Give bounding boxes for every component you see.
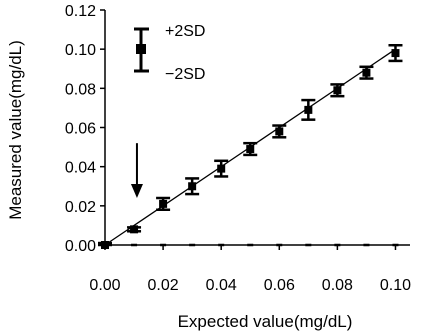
legend-marker	[136, 44, 146, 54]
y-tick-label: 0.02	[65, 199, 96, 216]
data-point	[275, 127, 284, 136]
y-tick-label: 0.10	[65, 42, 96, 59]
y-tick-label: 0.00	[65, 238, 96, 255]
data-point	[333, 86, 342, 95]
data-point	[130, 225, 139, 234]
data-point	[159, 199, 168, 208]
plot-area	[98, 9, 410, 250]
x-tick-label: 0.02	[148, 277, 179, 294]
y-tick-label: 0.06	[65, 121, 96, 138]
x-tick-labels: 0.00 0.02 0.04 0.06 0.08 0.10	[89, 277, 411, 294]
data-point	[217, 164, 226, 173]
x-tick-label: 0.04	[206, 277, 237, 294]
y-tick-label: 0.12	[65, 3, 96, 20]
data-point	[362, 68, 371, 77]
x-axis-title: Expected value(mg/dL)	[178, 312, 353, 331]
data-point	[304, 105, 313, 114]
x-tick-label: 0.00	[89, 277, 120, 294]
legend-lower-label: −2SD	[165, 66, 205, 83]
y-tick-label: 0.04	[65, 160, 96, 177]
x-tick-label: 0.10	[380, 277, 411, 294]
y-tick-label: 0.08	[65, 81, 96, 98]
annotation-arrow-head	[130, 184, 143, 198]
data-point	[391, 49, 400, 58]
legend-upper-label: +2SD	[165, 23, 205, 40]
data-point	[101, 241, 109, 249]
legend: +2SD −2SD	[134, 23, 205, 83]
x-tick-label: 0.08	[322, 277, 353, 294]
x-tick-label: 0.06	[264, 277, 295, 294]
data-point	[246, 145, 255, 154]
y-tick-labels: 0.00 0.02 0.04 0.06 0.08 0.10 0.12	[65, 3, 96, 255]
y-axis-title: Measured value(mg/dL)	[6, 40, 25, 220]
data-point	[188, 182, 197, 191]
